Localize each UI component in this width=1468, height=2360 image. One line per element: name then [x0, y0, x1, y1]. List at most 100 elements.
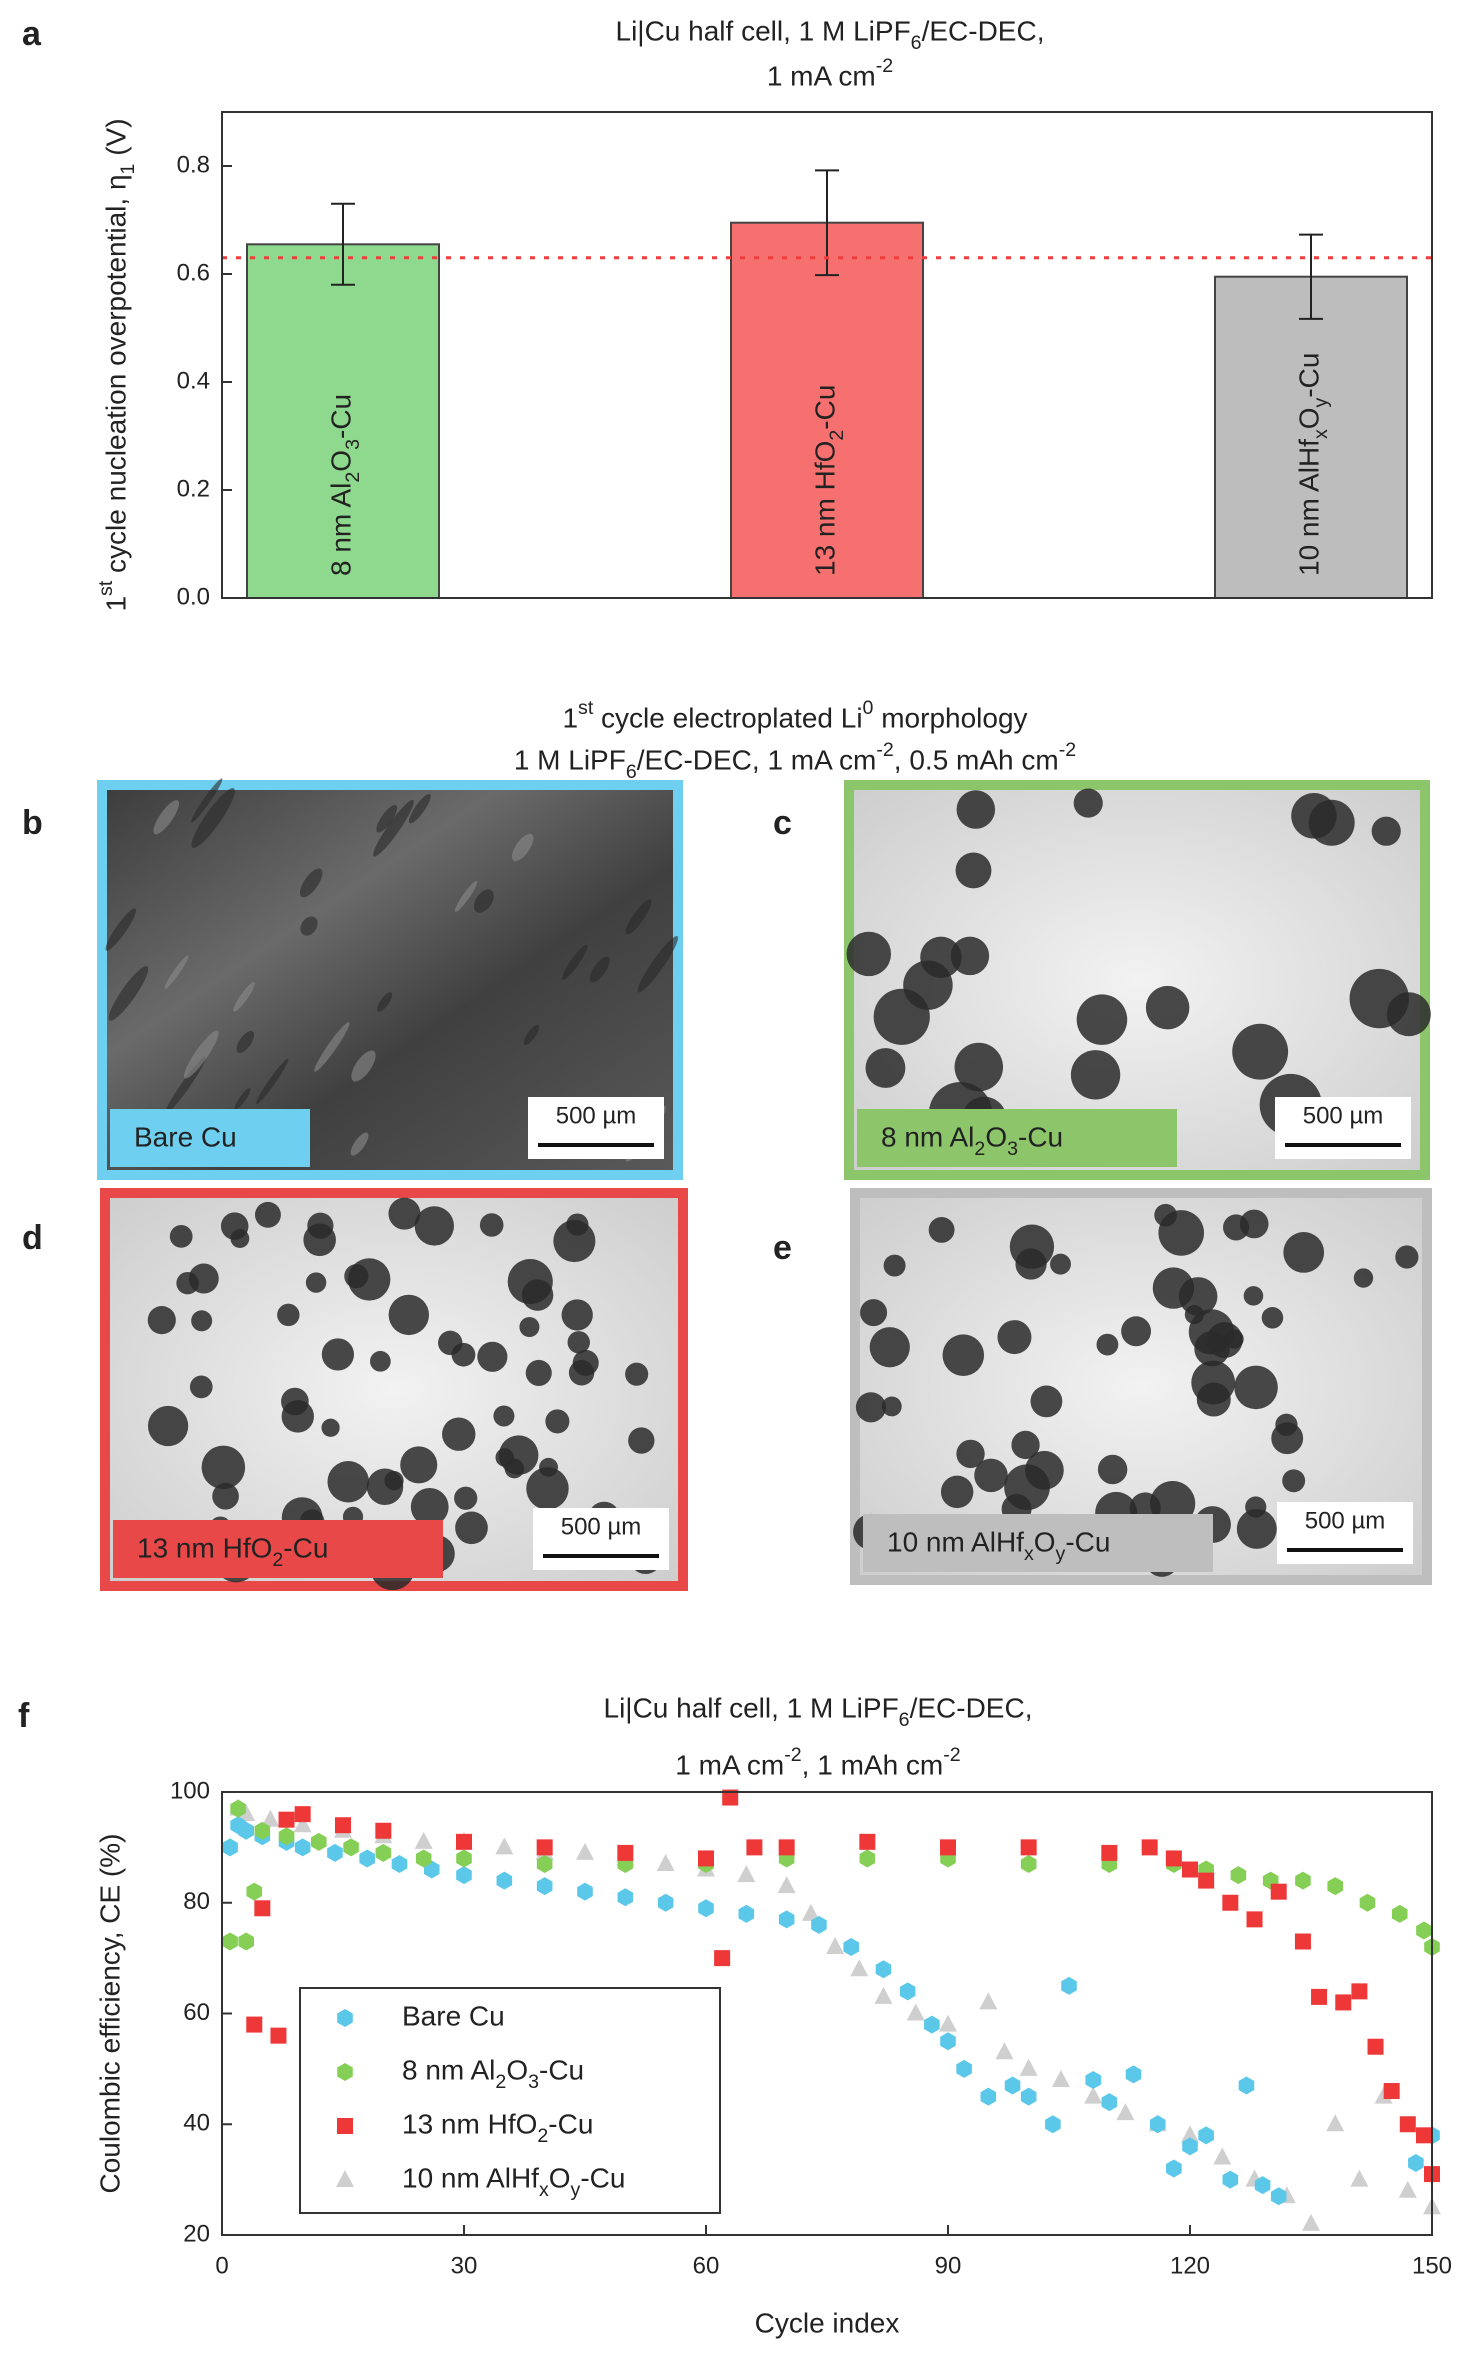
- deposit: [147, 1405, 189, 1447]
- data-point: [1383, 2083, 1400, 2100]
- texture-streak: [408, 793, 431, 824]
- data-point: [924, 2015, 940, 2034]
- data-point: [359, 1849, 375, 1868]
- legend-marker: [337, 2118, 353, 2134]
- texture-streak: [314, 1022, 350, 1072]
- data-point: [698, 1899, 714, 1918]
- texture-streak: [350, 1132, 369, 1156]
- deposit: [942, 1334, 985, 1376]
- deposit: [277, 1303, 300, 1327]
- chart-title: Li|Cu half cell, 1 M LiPF6/EC-DEC,: [616, 15, 1045, 54]
- deposit: [479, 1213, 504, 1237]
- chart-title: 1 mA cm-2: [767, 55, 893, 91]
- scale-bar-label: 500 µm: [1303, 1102, 1384, 1129]
- data-point: [536, 1854, 553, 1873]
- texture-streak: [108, 966, 149, 1021]
- data-point: [327, 1843, 343, 1862]
- data-point: [1302, 2213, 1320, 2231]
- deposit: [370, 1350, 391, 1372]
- deposit: [493, 1405, 515, 1427]
- deposit: [1145, 985, 1190, 1030]
- data-point: [1084, 2086, 1103, 2104]
- x-tick-label: 150: [1412, 2252, 1452, 2279]
- deposit: [384, 1471, 404, 1491]
- data-point: [311, 1832, 327, 1851]
- deposit: [1395, 1245, 1419, 1269]
- deposit: [1070, 1050, 1121, 1100]
- bar: [730, 221, 924, 599]
- data-point: [940, 2032, 956, 2051]
- panel-letter: b: [22, 804, 43, 842]
- chart-title: 1 mA cm-2, 1 mAh cm-2: [675, 1744, 960, 1780]
- data-point: [536, 1839, 553, 1856]
- data-point: [1408, 2154, 1424, 2173]
- data-point: [1351, 1983, 1368, 2000]
- scale-bar-label: 500 µm: [561, 1513, 642, 1540]
- plot-frame: [221, 111, 1433, 599]
- deposit: [1386, 992, 1431, 1037]
- data-point: [1101, 1844, 1118, 1861]
- texture-streak: [299, 868, 323, 898]
- deposit: [1283, 1232, 1325, 1273]
- data-point: [230, 1799, 246, 1818]
- data-point: [1182, 1861, 1198, 1878]
- deposit: [1030, 1385, 1063, 1418]
- scale-bar-box: [1277, 1502, 1413, 1564]
- deposit: [628, 1427, 655, 1454]
- panel-letter: f: [18, 1697, 30, 1735]
- data-point: [1391, 1904, 1408, 1923]
- deposit: [950, 936, 990, 976]
- texture-streak: [373, 799, 414, 857]
- section-title: 1 M LiPF6/EC-DEC, 1 mA cm-2, 0.5 mAh cm-…: [514, 739, 1076, 783]
- deposit: [1050, 1253, 1071, 1275]
- deposit: [1275, 1413, 1298, 1436]
- deposit: [1243, 1286, 1264, 1306]
- data-point: [414, 1831, 433, 1849]
- data-point: [1359, 1893, 1376, 1912]
- x-tick-label: 90: [935, 2252, 962, 2279]
- deposit: [1232, 1023, 1289, 1080]
- data-point: [995, 2042, 1014, 2060]
- data-point: [1294, 1933, 1311, 1950]
- texture-streak: [191, 778, 223, 823]
- deposit: [327, 1460, 369, 1503]
- deposit: [1076, 994, 1128, 1045]
- data-point: [956, 2059, 972, 2078]
- data-point: [1198, 2126, 1214, 2145]
- data-point: [826, 1937, 845, 1955]
- data-point: [906, 2003, 925, 2021]
- deposit: [321, 1338, 355, 1371]
- deposit: [410, 1487, 449, 1526]
- label-box: [857, 1109, 1177, 1167]
- texture-streak: [164, 955, 189, 989]
- deposit: [1371, 816, 1401, 846]
- data-point: [495, 1837, 514, 1855]
- data-point: [1198, 1872, 1215, 1889]
- data-point: [1165, 1850, 1182, 1867]
- data-point: [1238, 2076, 1255, 2095]
- y-tick-label: 0.4: [177, 367, 210, 394]
- data-point: [577, 1882, 593, 1901]
- texture-streak: [376, 804, 398, 833]
- y-tick-label: 20: [183, 2220, 210, 2247]
- deposit: [545, 1409, 570, 1434]
- data-point: [722, 1789, 739, 1806]
- data-point: [1335, 1994, 1352, 2011]
- texture-streak: [236, 1030, 255, 1053]
- y-tick-label: 40: [183, 2110, 210, 2137]
- x-tick-label: 30: [451, 2252, 478, 2279]
- data-point: [1141, 1839, 1158, 1856]
- scale-bar-box: [528, 1097, 664, 1159]
- deposit: [1011, 1430, 1040, 1460]
- panel-letter: a: [22, 15, 42, 53]
- panel-letter: c: [773, 804, 792, 842]
- texture-streak: [153, 800, 180, 835]
- x-tick-label: 120: [1170, 2252, 1210, 2279]
- deposit: [220, 1212, 249, 1240]
- data-point: [714, 1950, 731, 1967]
- legend-box: [299, 1987, 721, 2214]
- texture-streak: [105, 908, 137, 951]
- data-point: [874, 1986, 893, 2004]
- data-point: [1213, 2147, 1232, 2165]
- deposit: [625, 1362, 649, 1386]
